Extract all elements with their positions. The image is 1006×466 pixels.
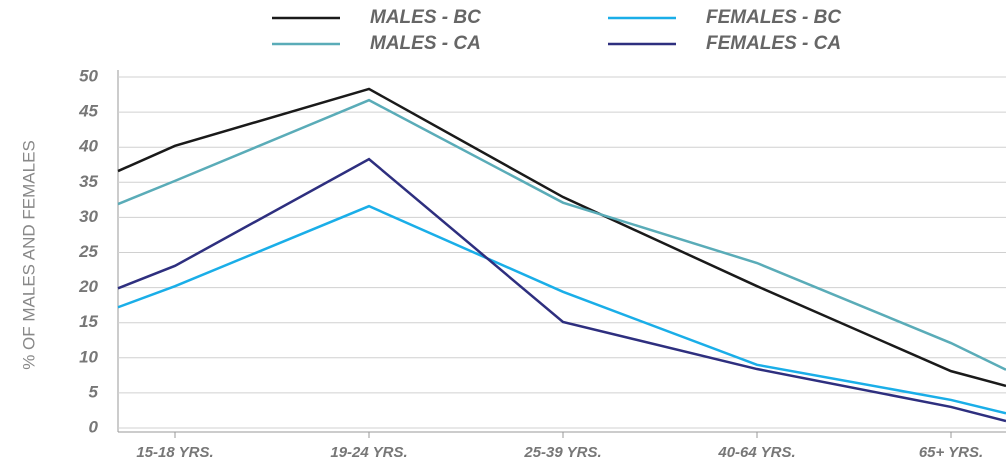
x-tick-label: 40-64 YRS. — [717, 444, 795, 461]
legend-label: MALES - CA — [370, 33, 481, 54]
y-tick-label: 20 — [78, 277, 98, 296]
legend-label: MALES - BC — [370, 7, 481, 28]
legend-label: FEMALES - CA — [706, 33, 841, 54]
series-line — [117, 204, 1006, 415]
y-tick-label: 50 — [79, 66, 98, 85]
y-tick-label: 35 — [79, 172, 98, 191]
legend-label: FEMALES - BC — [706, 7, 841, 28]
x-tick-label: 25-39 YRS. — [523, 444, 601, 461]
x-tick-label: 19-24 YRS. — [330, 444, 407, 461]
series-line — [117, 87, 1006, 388]
y-tick-label: 45 — [78, 102, 98, 121]
y-tick-label: 0 — [89, 417, 99, 436]
x-tick-label: 65+ YRS. — [919, 444, 983, 461]
y-tick-label: 10 — [79, 347, 98, 366]
y-tick-label: 15 — [79, 312, 98, 331]
series-line — [117, 157, 1006, 423]
y-tick-label: 30 — [79, 207, 98, 226]
x-tick-label: 15-18 YRS. — [136, 444, 213, 461]
y-tick-label: 40 — [78, 137, 98, 156]
y-tick-label: 25 — [78, 242, 98, 261]
y-tick-label: 5 — [89, 382, 99, 401]
y-axis-label: % OF MALES AND FEMALES — [19, 140, 38, 370]
series-line — [117, 98, 1006, 371]
